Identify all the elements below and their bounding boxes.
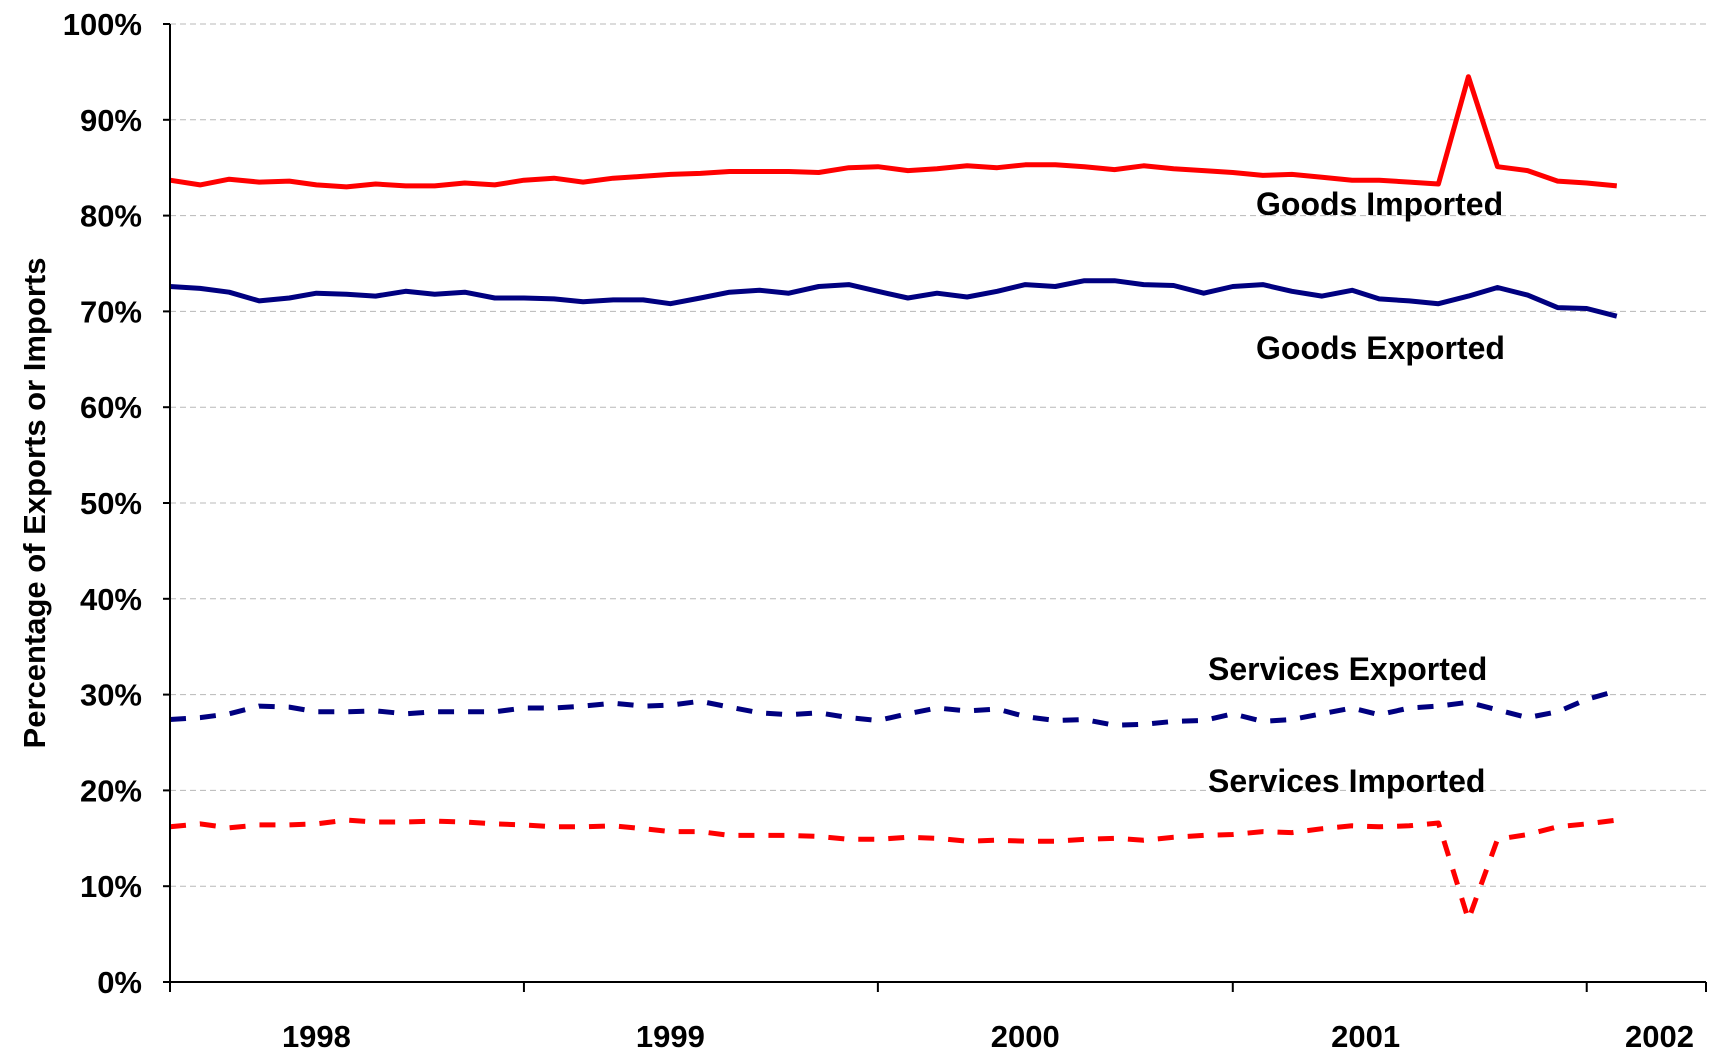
series-line-services-imported xyxy=(169,817,1618,923)
series-labels: Goods Imported Goods Exported Services E… xyxy=(1208,186,1505,799)
y-tick-label: 50% xyxy=(80,486,142,521)
label-services-exported: Services Exported xyxy=(1208,651,1487,687)
x-tick-labels: 1998 1999 2000 2001 2002 xyxy=(169,982,1707,1050)
label-goods-imported: Goods Imported xyxy=(1256,186,1503,222)
y-tick-label: 70% xyxy=(80,294,142,329)
y-tick-label: 30% xyxy=(80,678,142,713)
label-goods-exported: Goods Exported xyxy=(1256,330,1505,366)
series-line-goods-exported xyxy=(169,278,1618,319)
y-tick-label: 20% xyxy=(80,773,142,808)
y-tick-label: 80% xyxy=(80,199,142,234)
y-tick-label: 10% xyxy=(80,869,142,904)
y-tick-label: 40% xyxy=(80,582,142,617)
y-axis-title: Percentage of Exports or Imports xyxy=(17,258,52,749)
x-tick-label: 2000 xyxy=(991,1019,1060,1050)
series-line-services-exported xyxy=(169,688,1618,728)
y-tick-label: 90% xyxy=(80,103,142,138)
y-tick-label: 60% xyxy=(80,390,142,425)
x-tick-label: 2002 xyxy=(1625,1019,1694,1050)
x-tick-label: 1999 xyxy=(636,1019,705,1050)
series-lines xyxy=(169,74,1618,923)
gridlines xyxy=(170,23,1706,887)
y-tick-label: 0% xyxy=(97,965,142,1000)
y-tick-labels: 0% 10% 20% 30% 40% 50% 60% 70% 80% 90% 100% xyxy=(63,7,170,1000)
x-tick-label: 1998 xyxy=(282,1019,351,1050)
y-tick-label: 100% xyxy=(63,7,142,42)
x-tick-label: 2001 xyxy=(1331,1019,1400,1050)
label-services-imported: Services Imported xyxy=(1208,763,1485,799)
series-line-goods-imported xyxy=(169,74,1618,190)
